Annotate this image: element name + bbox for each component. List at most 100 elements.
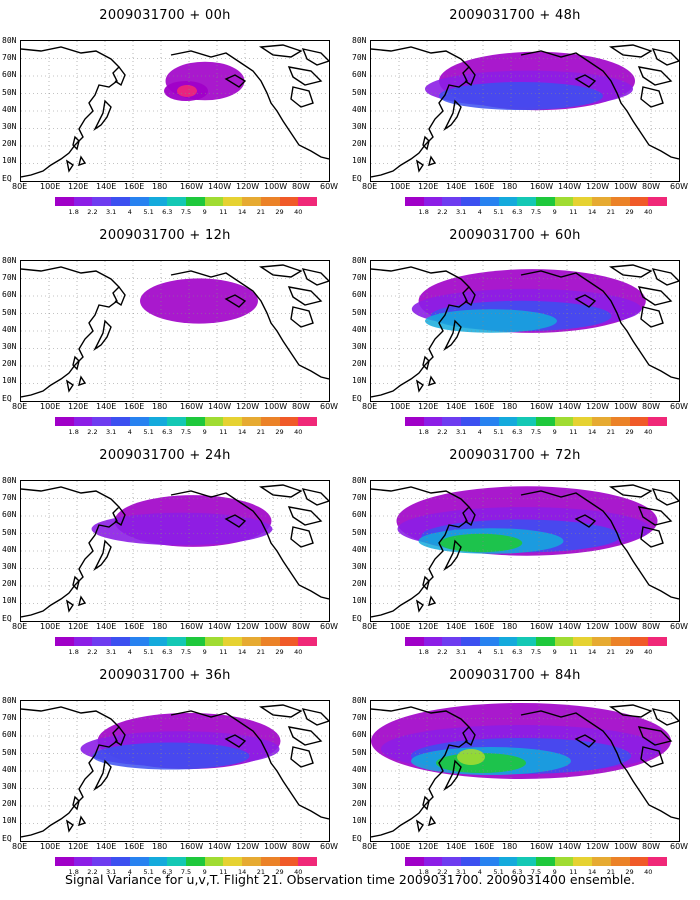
latitude-label: 20N — [352, 359, 367, 369]
longitude-label: 120E — [418, 182, 439, 191]
latitude-label: 70N — [2, 713, 17, 723]
latitude-label: 10N — [352, 596, 367, 606]
latitude-label: EQ — [352, 393, 362, 403]
variance-map — [371, 481, 679, 621]
colorbar-label: 7.5 — [530, 648, 542, 656]
colorbar-label: 1.8 — [418, 868, 429, 876]
latitude-label: 40N — [352, 104, 367, 114]
colorbar-labels: 1.8 2.2 3.1 4 5.1 6.3 7.5 9 11 14 21 29 40 — [55, 428, 317, 436]
longitude-label: 80W — [642, 182, 661, 191]
latitude-label: EQ — [352, 613, 362, 623]
colorbar — [55, 417, 318, 426]
colorbar-swatch — [648, 857, 668, 866]
latitude-label: 80N — [2, 256, 17, 265]
colorbar-swatch — [517, 637, 537, 646]
colorbar-swatch — [517, 857, 537, 866]
colorbar-swatch — [573, 197, 593, 206]
longitude-label: 100W — [264, 402, 288, 411]
longitude-label: 60W — [670, 842, 689, 851]
colorbar-labels: 1.8 2.2 3.1 4 5.1 6.3 7.5 9 11 14 21 29 40 — [405, 648, 667, 656]
colorbar-swatch — [536, 857, 555, 866]
colorbar-label: 1.8 — [68, 648, 79, 656]
colorbar-label: 21 — [256, 428, 265, 436]
colorbar-swatch — [442, 637, 462, 646]
longitude-label: 160W — [530, 182, 554, 191]
colorbar-swatch — [167, 637, 187, 646]
colorbar-swatch — [223, 417, 243, 426]
longitude-label: 160E — [124, 402, 145, 411]
forecast-panel: 2009031700 + 72h 80N 70N 60N 50N 40N 30N 20N 10N… — [350, 440, 688, 656]
colorbar-label: 11 — [569, 648, 578, 656]
latitude-label: 60N — [352, 70, 367, 80]
latitude-label: 70N — [2, 493, 17, 503]
longitude-label: 140W — [558, 842, 582, 851]
longitude-label: 100W — [614, 842, 638, 851]
latitude-label: EQ — [352, 173, 362, 183]
colorbar-swatch — [479, 857, 499, 866]
colorbar-label: 40 — [294, 208, 303, 216]
longitude-label: 140W — [558, 182, 582, 191]
colorbar-label: 14 — [238, 648, 247, 656]
colorbar-swatch — [92, 417, 112, 426]
latitude-label: 50N — [352, 87, 367, 97]
latitude-label: 30N — [2, 562, 17, 571]
longitude-label: 80E — [362, 182, 378, 191]
colorbar-labels: 1.8 2.2 3.1 4 5.1 6.3 7.5 9 11 14 21 29 40 — [405, 868, 667, 876]
forecast-panel: 2009031700 + 24h 80N 70N 60N 50N 40N 30N 20N 10N… — [0, 440, 338, 656]
longitude-label: 180 — [152, 182, 168, 191]
colorbar-label: 9 — [552, 868, 557, 876]
longitude-label: 140E — [446, 842, 467, 851]
colorbar-label: 11 — [569, 428, 578, 436]
longitude-label: 100W — [264, 182, 288, 191]
colorbar-label: 11 — [569, 208, 578, 216]
colorbar-swatch — [592, 857, 611, 866]
colorbar-label: 7.5 — [180, 648, 192, 656]
longitude-label: 100E — [40, 842, 61, 851]
colorbar-swatch — [554, 417, 574, 426]
latitude-label: 60N — [2, 730, 17, 740]
colorbar-swatch — [129, 197, 149, 206]
latitude-label: EQ — [352, 833, 362, 843]
colorbar-swatch — [148, 197, 168, 206]
colorbar-swatch — [298, 197, 318, 206]
colorbar-label: 9 — [552, 648, 557, 656]
colorbar-swatch — [498, 417, 518, 426]
colorbar — [55, 857, 318, 866]
colorbar — [405, 197, 668, 206]
longitude-label: 80W — [292, 622, 311, 631]
latitude-label: 70N — [352, 53, 367, 63]
colorbar-label: 4 — [127, 868, 132, 876]
longitude-label: 80W — [292, 842, 311, 851]
longitude-label: 60W — [670, 402, 689, 411]
longitude-label: 60W — [670, 182, 689, 191]
longitude-label: 100W — [614, 622, 638, 631]
colorbar-swatch — [536, 417, 555, 426]
longitude-label: 80E — [362, 622, 378, 631]
latitude-label: EQ — [2, 173, 12, 183]
longitude-label: 120E — [68, 842, 89, 851]
longitude-label: 120E — [68, 622, 89, 631]
colorbar-swatch — [442, 857, 462, 866]
longitude-label: 120W — [236, 842, 260, 851]
variance-map — [21, 481, 329, 621]
longitude-label: 160E — [474, 622, 495, 631]
longitude-label: 160W — [180, 402, 204, 411]
latitude-label: 60N — [352, 730, 367, 740]
colorbar-label: 5.1 — [493, 208, 504, 216]
longitude-label: 100W — [614, 402, 638, 411]
colorbar-label: 4 — [477, 868, 482, 876]
latitude-label: 30N — [352, 342, 367, 351]
colorbar-swatch — [73, 637, 93, 646]
colorbar-swatch — [129, 417, 149, 426]
latitude-label: EQ — [2, 613, 12, 623]
latitude-label: 80N — [2, 696, 17, 705]
colorbar-label: 7.5 — [530, 868, 542, 876]
latitude-label: 60N — [2, 510, 17, 520]
longitude-label: 140W — [208, 182, 232, 191]
longitude-label: 160W — [530, 402, 554, 411]
colorbar-label: 6.3 — [512, 648, 523, 656]
variance-map — [21, 41, 329, 181]
longitude-label: 140E — [446, 402, 467, 411]
colorbar-label: 4 — [477, 208, 482, 216]
longitude-label: 120E — [418, 622, 439, 631]
